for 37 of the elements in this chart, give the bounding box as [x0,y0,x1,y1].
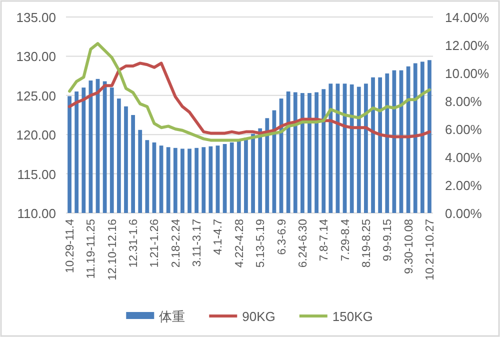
y2-tick-label: 10.00% [445,66,490,81]
x-tick-label: 7.29-8.4 [340,218,352,262]
x-tick-label: 1.21-1.26 [149,219,162,268]
x-tick-label: 3.11-3.17 [192,219,204,267]
x-tick-label: 6.3-6.9 [276,219,288,255]
x-tick-label: 4.22-4.28 [234,219,246,268]
y2-tick-label: 2.00% [445,178,482,193]
legend-label: 90KG [242,309,276,324]
line-series [68,42,431,142]
x-tick-label: 2.18-2.24 [170,218,182,268]
x-tick-label: 9.30-10.08 [403,219,416,274]
legend-label: 150KG [332,309,373,324]
x-tick-label: 7.8-7.14 [318,218,331,262]
x-tick-label: 8.19-8.25 [360,219,373,268]
y2-tick-label: 12.00% [445,38,490,53]
x-tick-label: 4.1-4.7 [212,219,225,255]
x-tick-label: 11.19-11.25 [86,219,98,279]
x-tick-label: 10.29-11.4 [64,218,77,274]
x-tick-label: 12.10-12.16 [106,219,119,280]
y2-tick-label: 14.00% [445,10,490,25]
line-series [68,62,431,138]
y2-tick-label: 4.00% [445,150,482,165]
y-tick-label: 110.00 [17,206,56,221]
x-tick-label: 12.31-1.6 [128,219,140,268]
y2-tick-label: 6.00% [445,122,482,137]
y-tick-label: 115.00 [17,166,56,182]
legend-label: 体重 [159,309,186,324]
y-tick-label: 130.00 [16,49,56,64]
y-tick-label: 125.00 [16,88,56,104]
x-tick-label: 10.21-10.27 [424,219,436,280]
x-tick-label: 6.24-6.30 [297,219,310,268]
y2-tick-label: 0.00% [445,206,482,221]
y-tick-label: 120.00 [16,128,56,143]
y2-tick-label: 8.00% [445,94,482,109]
x-tick-label: 5.13-5.19 [255,219,268,268]
y-tick-label: 135.00 [16,10,56,25]
x-tick-label: 9.9-9.15 [382,219,394,262]
